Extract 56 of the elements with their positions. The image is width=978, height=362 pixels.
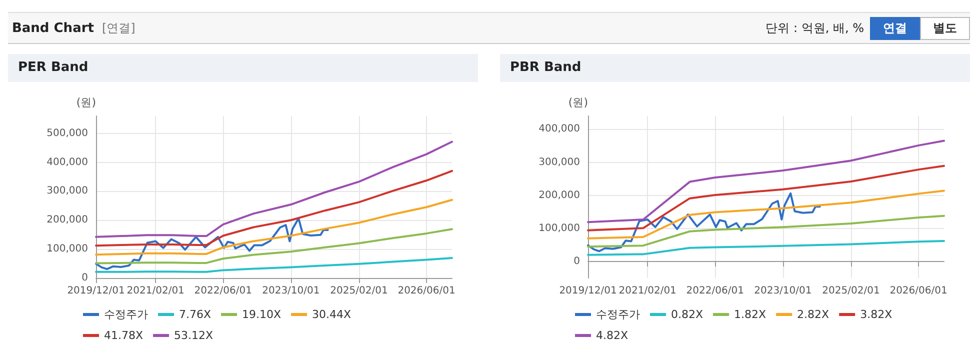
legend-label: 19.10X (242, 308, 282, 321)
line-series (587, 190, 945, 240)
x-tick-label: 2021/02/01 (126, 286, 184, 296)
legend-label: 수정주가 (104, 308, 148, 321)
x-tick-label: 2025/02/01 (330, 286, 388, 296)
x-tick-label: 2026/06/01 (890, 286, 948, 296)
x-tick-label: 2019/12/01 (559, 286, 617, 296)
y-tick-label: 500,000 (46, 128, 88, 139)
line-series (95, 217, 329, 270)
legend-label: 30.44X (312, 308, 352, 321)
line-series (587, 240, 945, 256)
line-series (95, 257, 453, 273)
y-axis-title: (원) (76, 96, 96, 109)
legend-label: 1.82X (734, 308, 767, 321)
line-series (95, 198, 453, 256)
line-series (95, 170, 453, 247)
x-tick-label: 2021/02/01 (618, 286, 676, 296)
line-series (587, 164, 945, 232)
line-series (587, 192, 821, 252)
legend-label: 41.78X (104, 329, 144, 342)
line-series (587, 214, 945, 248)
text: 연결 (870, 16, 920, 40)
legend-label: 3.82X (860, 308, 893, 321)
x-tick-label: 2023/10/01 (754, 286, 812, 296)
y-tick-label: 300,000 (46, 186, 88, 197)
x-tick-label: 2019/12/01 (67, 286, 125, 296)
chart-title: PBR Band (500, 54, 970, 82)
legend-label: 수정주가 (596, 308, 640, 321)
legend-label: 4.82X (596, 329, 628, 342)
legend-label: 2.82X (797, 308, 830, 321)
y-tick-label: 200,000 (46, 214, 88, 226)
text: [연결] (102, 20, 136, 36)
y-tick-label: 400,000 (46, 156, 88, 168)
y-tick-label: 0 (82, 272, 88, 284)
y-tick-label: 100,000 (538, 222, 580, 234)
x-tick-label: 2022/06/01 (194, 286, 252, 296)
x-tick-label: 2025/02/01 (822, 286, 880, 296)
y-axis-title: (원) (568, 96, 588, 109)
text: 별도 (920, 16, 970, 40)
x-tick-label: 2022/06/01 (686, 286, 744, 296)
y-tick-label: 200,000 (538, 190, 580, 201)
x-tick-label: 2023/10/01 (262, 286, 320, 296)
legend-label: 7.76X (179, 308, 212, 321)
line-series (95, 228, 453, 264)
chart-title: PER Band (8, 54, 478, 82)
y-tick-label: 300,000 (538, 156, 580, 168)
y-tick-label: 0 (574, 256, 580, 267)
legend-label: 0.82X (671, 308, 704, 321)
y-tick-label: 100,000 (46, 244, 88, 255)
line-series (95, 140, 453, 238)
text: 단위 : 억원, 배, % (766, 20, 864, 36)
text: Band Chart (12, 20, 94, 36)
line-series (587, 140, 945, 224)
x-tick-label: 2026/06/01 (398, 286, 456, 296)
legend-label: 53.12X (174, 329, 214, 342)
y-tick-label: 400,000 (538, 124, 580, 135)
